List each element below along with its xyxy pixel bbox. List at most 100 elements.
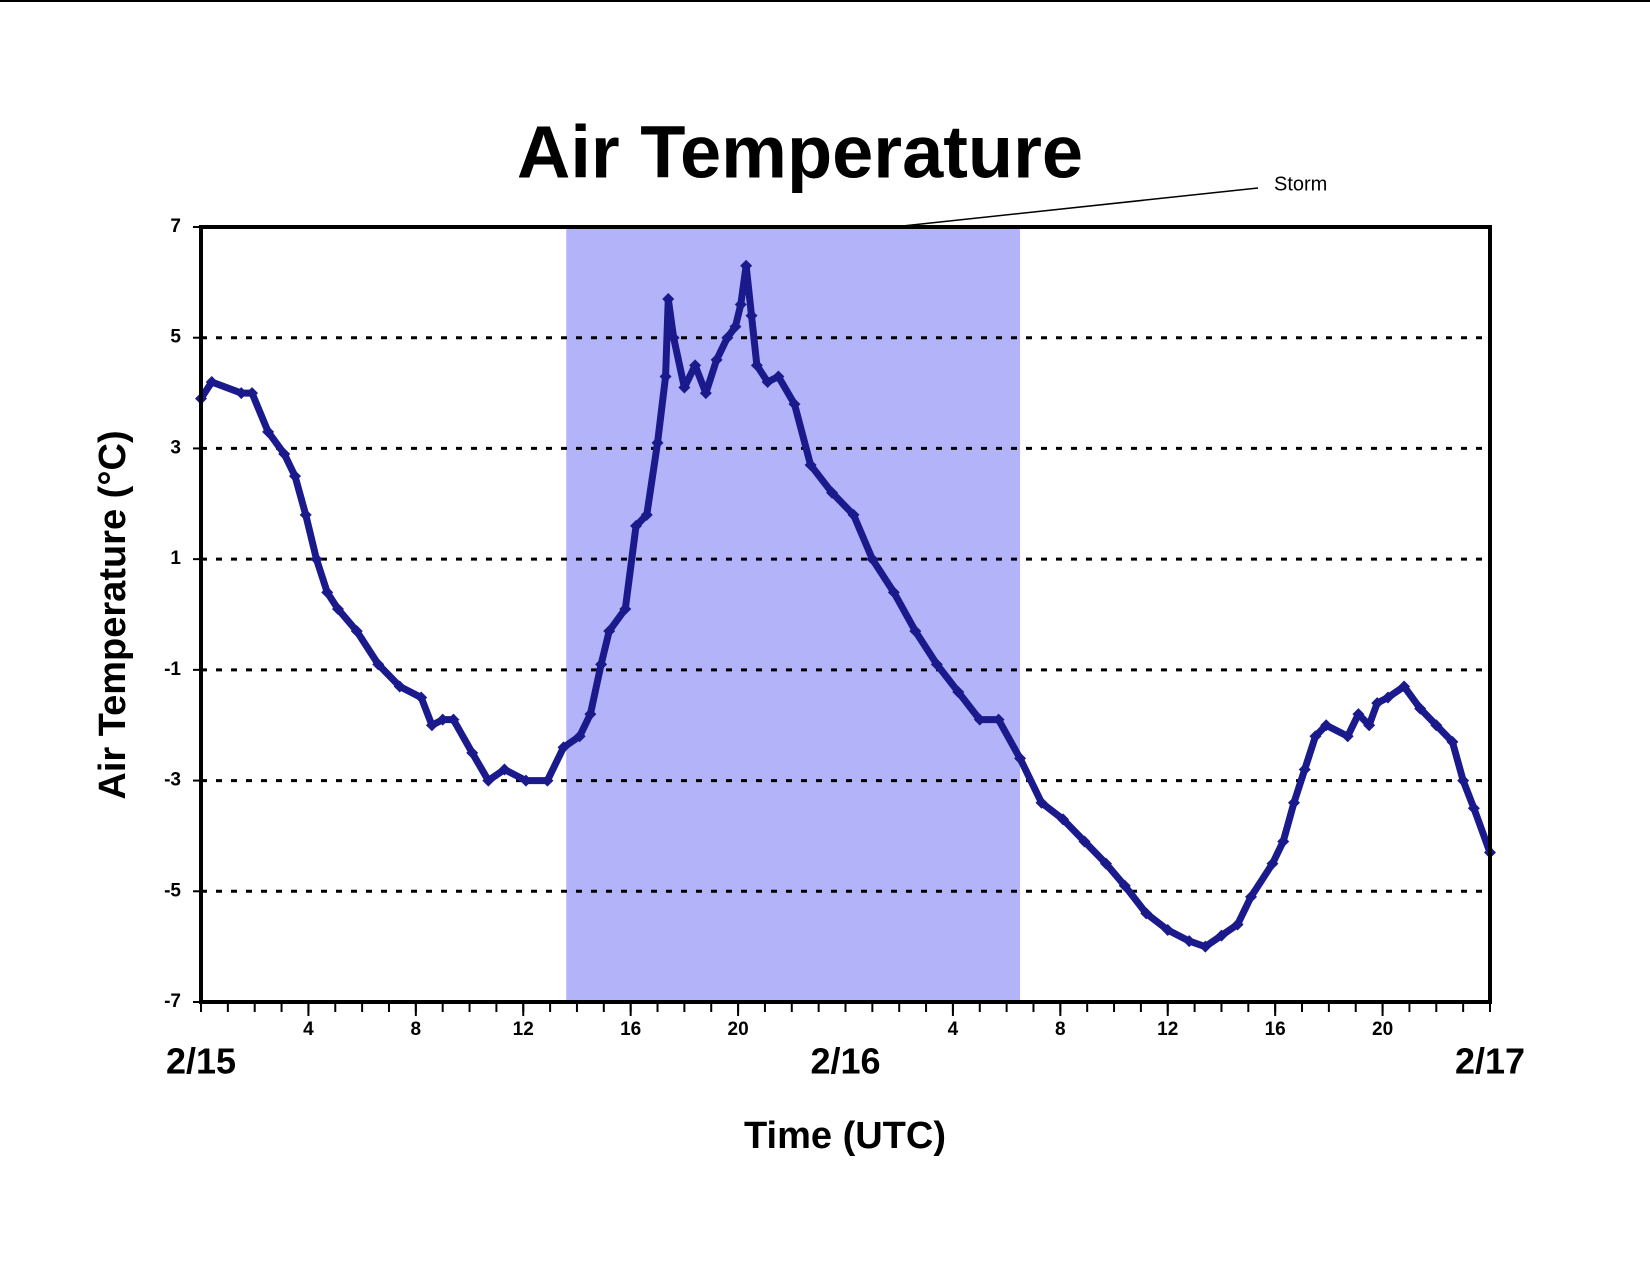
- data-point: [205, 376, 218, 388]
- data-point: [573, 730, 586, 743]
- data-point: [1381, 691, 1394, 704]
- date-label: 2/17: [1455, 1041, 1525, 1082]
- x-axis-label: Time (UTC): [744, 1115, 946, 1157]
- y-tick-label: -5: [164, 880, 181, 901]
- data-point: [299, 508, 312, 521]
- data-point: [678, 381, 691, 394]
- x-tick-label: 20: [728, 1019, 749, 1040]
- data-point: [541, 774, 554, 787]
- x-tick-label: 8: [1055, 1019, 1066, 1040]
- x-tick-label: 4: [303, 1019, 314, 1040]
- x-tick-label: 16: [1265, 1019, 1286, 1040]
- data-point: [1446, 735, 1459, 748]
- data-point: [1277, 835, 1290, 848]
- data-point: [1118, 879, 1131, 892]
- data-point: [1320, 719, 1333, 732]
- y-tick-label: 7: [170, 216, 181, 237]
- data-point: [866, 553, 879, 566]
- y-tick-label: 5: [170, 327, 181, 348]
- y-tick-label: -1: [164, 659, 181, 680]
- data-point: [436, 713, 449, 726]
- data-point: [734, 298, 747, 311]
- y-tick-label: 1: [170, 548, 181, 569]
- data-point: [1199, 940, 1212, 953]
- data-point: [482, 774, 495, 787]
- data-point: [393, 680, 406, 693]
- x-tick-label: 20: [1372, 1019, 1393, 1040]
- data-point: [772, 370, 785, 383]
- data-point: [887, 586, 900, 599]
- data-point: [667, 331, 680, 344]
- data-point: [557, 741, 570, 754]
- y-tick-label: -7: [164, 991, 181, 1012]
- data-point: [973, 713, 986, 726]
- data-point: [584, 708, 597, 721]
- data-point: [710, 353, 723, 366]
- y-tick-label: 3: [170, 437, 181, 458]
- data-point: [1287, 796, 1300, 809]
- data-point: [466, 746, 479, 759]
- x-tick-label: 8: [411, 1019, 422, 1040]
- x-tick-label: 12: [1157, 1019, 1178, 1040]
- data-point: [1244, 890, 1257, 903]
- data-point: [745, 309, 758, 322]
- data-point: [619, 602, 632, 615]
- data-point: [1161, 924, 1174, 937]
- data-point: [603, 625, 616, 638]
- data-point: [1457, 774, 1470, 787]
- data-point: [847, 508, 860, 521]
- data-point: [498, 763, 511, 776]
- storm-shade: [566, 227, 1021, 1002]
- data-point: [699, 387, 712, 400]
- data-point: [740, 259, 753, 272]
- data-point: [689, 359, 702, 372]
- data-point: [930, 658, 943, 671]
- x-tick-label: 16: [620, 1019, 641, 1040]
- data-point: [278, 447, 291, 460]
- y-tick-label: -3: [164, 770, 181, 791]
- data-point: [640, 508, 653, 521]
- data-point: [1414, 702, 1427, 715]
- data-point: [372, 658, 385, 671]
- data-point: [1215, 929, 1228, 942]
- data-point: [415, 691, 428, 704]
- chart-title: Air Temperature: [517, 111, 1083, 194]
- data-point: [350, 625, 363, 638]
- data-point: [321, 586, 334, 599]
- data-point: [595, 658, 608, 671]
- data-point: [262, 425, 275, 438]
- data-point: [1266, 857, 1279, 870]
- data-point: [909, 625, 922, 638]
- data-point: [246, 387, 259, 400]
- data-point: [1078, 835, 1091, 848]
- data-point: [1398, 680, 1411, 693]
- data-point: [310, 553, 323, 566]
- data-point: [721, 331, 734, 344]
- data-point: [1099, 857, 1112, 870]
- x-tick-label: 12: [513, 1019, 534, 1040]
- plot-frame: [199, 225, 1492, 1004]
- data-point: [1057, 813, 1070, 826]
- data-point: [750, 359, 763, 372]
- data-point: [447, 713, 460, 726]
- data-point: [788, 398, 801, 411]
- data-point: [1352, 708, 1365, 721]
- storm-leader: [893, 187, 1259, 228]
- data-point: [1183, 935, 1196, 948]
- data-point: [952, 686, 965, 698]
- data-point: [761, 376, 774, 388]
- data-point: [826, 486, 839, 499]
- data-point: [235, 387, 248, 400]
- data-point: [288, 470, 301, 483]
- data-point: [992, 713, 1005, 726]
- date-label: 2/16: [810, 1041, 880, 1082]
- data-point: [519, 774, 532, 787]
- data-point: [804, 459, 817, 472]
- data-point: [1341, 730, 1354, 743]
- data-point: [1363, 719, 1376, 732]
- storm-label: Storm: [1274, 173, 1327, 195]
- date-label: 2/15: [166, 1041, 236, 1082]
- data-point: [1014, 752, 1027, 765]
- data-point: [331, 602, 344, 615]
